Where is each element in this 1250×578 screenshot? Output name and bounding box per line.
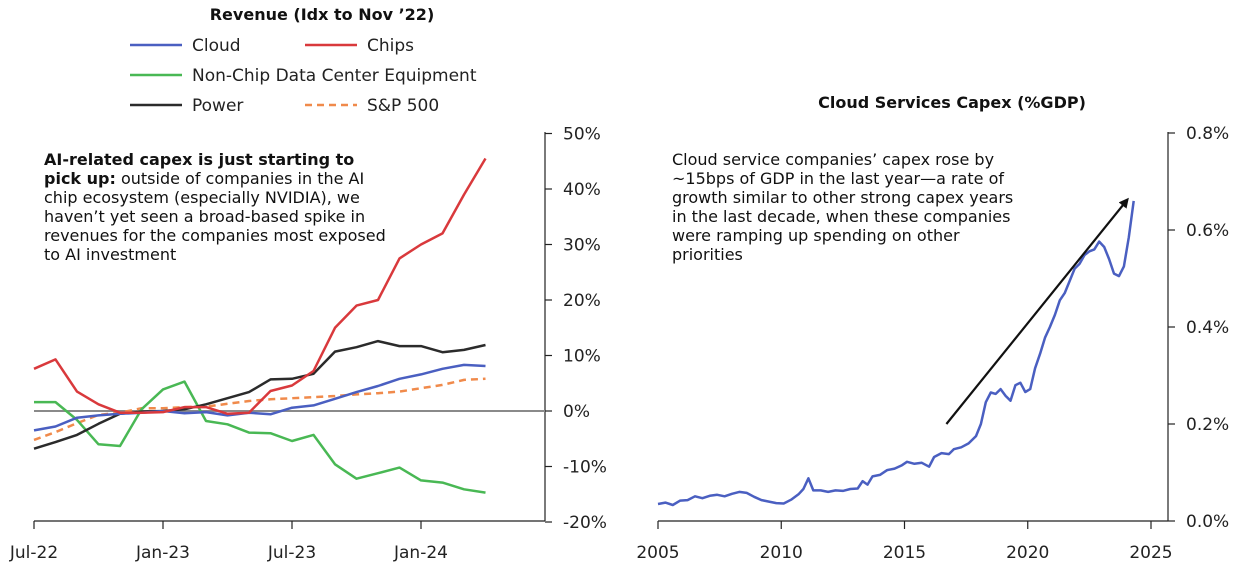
capex-annotation-text: Cloud service companies’ capex rose by ~… xyxy=(672,150,1014,264)
revenue-y-tick-label: 50% xyxy=(563,125,601,145)
capex-title: Cloud Services Capex (%GDP) xyxy=(818,93,1086,112)
revenue-y-tick-label: 20% xyxy=(563,291,601,311)
revenue-x-tick-label: Jan-23 xyxy=(135,543,190,563)
capex-y-tick-label: 0.6% xyxy=(1186,221,1229,241)
revenue-y-tick-label: -20% xyxy=(563,513,607,533)
series-line-non-chip-data-center-equipment xyxy=(34,380,486,494)
revenue-x-tick-label: Jul-22 xyxy=(9,543,58,563)
legend-label-power: Power xyxy=(192,96,243,116)
revenue-y-tick-label: 10% xyxy=(563,347,601,367)
capex-x-tick-label: 2025 xyxy=(1129,543,1172,563)
capex-x-tick-label: 2015 xyxy=(883,543,926,563)
series-line-chips xyxy=(33,157,487,416)
revenue-y-tick-label: 40% xyxy=(563,180,601,200)
revenue-annotation-bold: AI-related capex is just starting to pic… xyxy=(44,150,355,188)
capex-y-tick-label: 0.0% xyxy=(1186,512,1229,532)
revenue-annotation: AI-related capex is just starting to pic… xyxy=(44,150,396,264)
revenue-y-tick-label: 30% xyxy=(563,236,601,256)
revenue-y-tick-label: -10% xyxy=(563,458,607,478)
capex-y-tick-label: 0.8% xyxy=(1186,124,1229,144)
capex-y-tick-label: 0.4% xyxy=(1186,318,1229,338)
capex-annotation: Cloud service companies’ capex rose by ~… xyxy=(672,150,1024,264)
revenue-annotation-text: outside of companies in the AI chip ecos… xyxy=(44,169,386,264)
legend-label-cloud: Cloud xyxy=(192,36,241,56)
capex-y-tick-label: 0.2% xyxy=(1186,415,1229,435)
legend-label-s-p-500: S&P 500 xyxy=(367,96,439,116)
legend-label-non-chip-data-center-equipment: Non-Chip Data Center Equipment xyxy=(192,66,477,86)
series-line-cloud-capex xyxy=(657,200,1135,507)
revenue-chart: Revenue (Idx to Nov ’22) Cloud Chips Non-Ch… xyxy=(9,5,607,563)
revenue-x-tick-label: Jul-23 xyxy=(267,543,316,563)
revenue-y-tick-label: 0% xyxy=(563,402,590,422)
trend-arrow xyxy=(945,197,1129,425)
legend-label-chips: Chips xyxy=(367,36,414,56)
series-line-cloud xyxy=(33,363,486,432)
capex-x-tick-label: 2005 xyxy=(636,543,679,563)
capex-x-tick-label: 2020 xyxy=(1006,543,1049,563)
revenue-x-tick-label: Jan-24 xyxy=(393,543,448,563)
capex-x-tick-label: 2010 xyxy=(760,543,803,563)
series-line-power xyxy=(33,339,486,450)
capex-chart: Cloud Services Capex (%GDP) 0.8% 0.6% 0.4% 0… xyxy=(636,93,1229,563)
revenue-title: Revenue (Idx to Nov ’22) xyxy=(210,5,435,24)
series-line-s-p-500 xyxy=(33,377,486,442)
